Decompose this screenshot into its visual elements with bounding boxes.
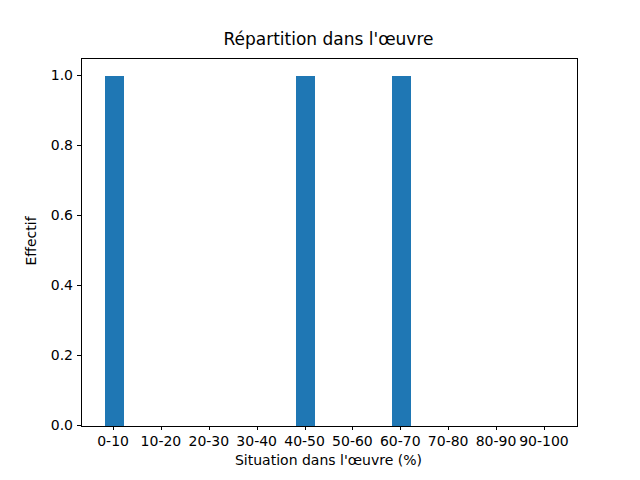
bar-0-10 xyxy=(105,76,124,426)
y-tick-mark xyxy=(77,145,81,146)
plot-area xyxy=(81,58,578,427)
x-tick-mark xyxy=(161,426,162,430)
x-tick-mark xyxy=(257,426,258,430)
y-tick-label: 0.8 xyxy=(29,138,73,152)
y-tick-label: 0.6 xyxy=(29,208,73,222)
x-axis-label: Situation dans l'œuvre (%) xyxy=(81,453,576,468)
y-tick-label: 0.4 xyxy=(29,278,73,292)
x-tick-mark xyxy=(113,426,114,430)
chart-title: Répartition dans l'œuvre xyxy=(81,30,576,49)
x-tick-mark xyxy=(400,426,401,430)
figure-canvas: Répartition dans l'œuvre Situation dans … xyxy=(0,0,640,480)
y-tick-mark xyxy=(77,215,81,216)
y-tick-label: 0.2 xyxy=(29,348,73,362)
x-tick-mark xyxy=(352,426,353,430)
y-tick-mark xyxy=(77,285,81,286)
x-tick-mark xyxy=(209,426,210,430)
x-tick-mark xyxy=(544,426,545,430)
y-tick-mark xyxy=(77,355,81,356)
bar-60-70 xyxy=(392,76,411,426)
y-tick-mark xyxy=(77,75,81,76)
x-tick-mark xyxy=(448,426,449,430)
x-tick-mark xyxy=(305,426,306,430)
bar-40-50 xyxy=(296,76,315,426)
y-tick-mark xyxy=(77,425,81,426)
y-tick-label: 1.0 xyxy=(29,68,73,82)
x-tick-mark xyxy=(496,426,497,430)
y-axis-label: Effectif xyxy=(24,216,38,265)
y-tick-label: 0.0 xyxy=(29,418,73,432)
x-tick-label: 90-100 xyxy=(509,434,579,448)
